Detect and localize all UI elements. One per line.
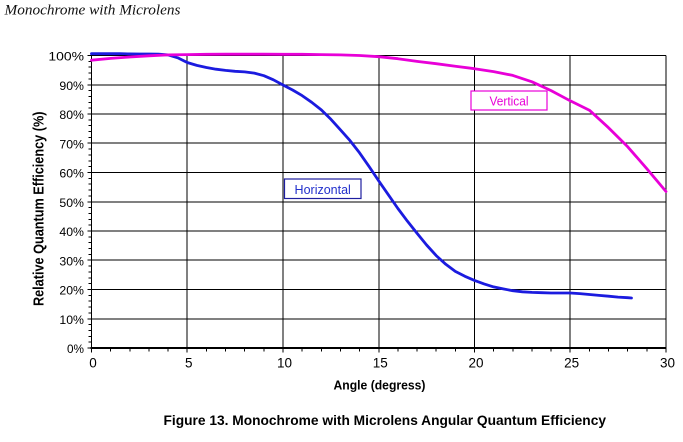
- svg-text:100%: 100%: [48, 50, 84, 64]
- svg-text:Figure 13. Monochrome with Mic: Figure 13. Monochrome with Microlens Ang…: [164, 412, 607, 428]
- svg-text:10%: 10%: [59, 313, 84, 327]
- svg-text:50%: 50%: [59, 196, 84, 210]
- svg-text:20%: 20%: [59, 284, 84, 298]
- svg-text:90%: 90%: [59, 79, 84, 93]
- svg-text:40%: 40%: [59, 225, 84, 239]
- svg-text:20: 20: [468, 355, 483, 370]
- svg-text:0%: 0%: [67, 342, 84, 356]
- svg-text:60%: 60%: [59, 167, 84, 181]
- svg-text:70%: 70%: [59, 137, 84, 151]
- svg-text:30: 30: [660, 355, 675, 370]
- svg-text:10: 10: [277, 355, 292, 370]
- svg-text:15: 15: [373, 355, 388, 370]
- svg-text:Relative Quantum Efficiency (%: Relative Quantum Efficiency (%): [31, 112, 48, 306]
- svg-text:Monochrome with Microlens: Monochrome with Microlens: [3, 2, 181, 18]
- svg-text:Angle (degress): Angle (degress): [334, 377, 426, 392]
- svg-text:Horizontal: Horizontal: [295, 183, 351, 197]
- svg-text:Vertical: Vertical: [490, 95, 529, 109]
- svg-text:0: 0: [89, 355, 97, 370]
- svg-text:5: 5: [185, 355, 193, 370]
- svg-text:80%: 80%: [59, 108, 84, 122]
- svg-text:25: 25: [564, 355, 579, 370]
- svg-text:30%: 30%: [59, 254, 84, 268]
